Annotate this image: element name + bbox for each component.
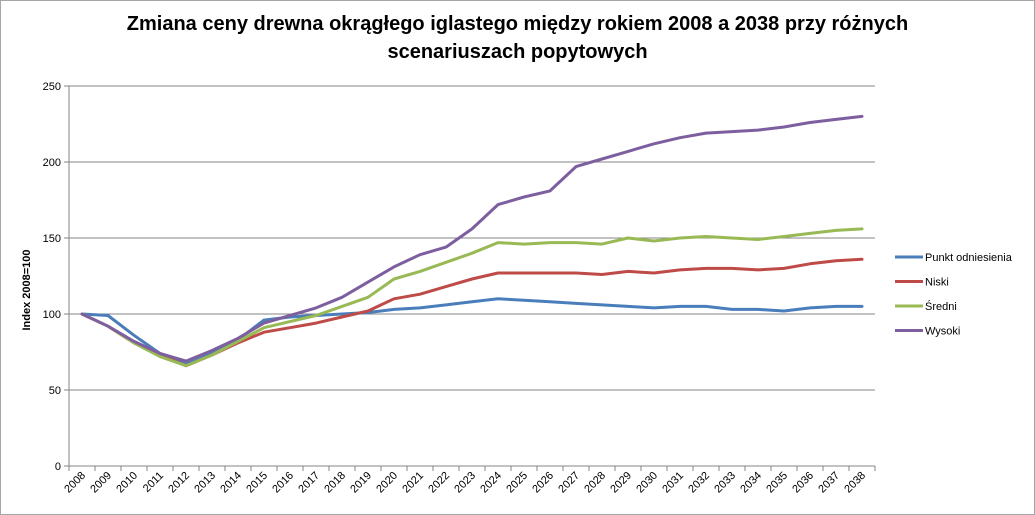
x-tick-label: 2036	[790, 470, 816, 496]
x-tick-label: 2019	[348, 470, 374, 496]
x-tick-label: 2038	[842, 470, 868, 496]
x-tick-label: 2020	[374, 470, 400, 496]
x-tick-label: 2037	[816, 470, 842, 496]
y-tick-label: 250	[43, 81, 61, 93]
x-tick-label: 2013	[192, 470, 218, 496]
x-tick-label: 2024	[478, 470, 504, 496]
legend-label: Średni	[925, 300, 957, 313]
chart-title-line-1: Zmiana ceny drewna okrągłego iglastego m…	[126, 13, 909, 35]
series-line-średni	[80, 227, 864, 368]
x-tick-label: 2016	[270, 470, 296, 496]
x-tick-label: 2015	[244, 470, 270, 496]
legend: Punkt odniesienia Niski Średni Wysoki	[895, 252, 1013, 338]
x-tick-label: 2029	[608, 470, 634, 496]
x-tick-label: 2035	[764, 470, 790, 496]
legend-label: Niski	[925, 277, 949, 289]
x-tick-label: 2014	[218, 470, 244, 496]
x-tick-label: 2025	[504, 470, 530, 496]
series-lines	[80, 114, 864, 368]
x-tick-label: 2027	[556, 470, 582, 496]
y-tick-label: 150	[43, 233, 61, 245]
x-tick-label: 2011	[141, 470, 166, 495]
y-tick-label: 0	[55, 461, 61, 473]
chart-title-line-2: scenariuszach popytowych	[387, 41, 648, 63]
x-tick-label: 2021	[400, 470, 426, 496]
x-tick-label: 2028	[582, 470, 608, 496]
y-tick-label: 200	[43, 157, 61, 169]
x-tick-label: 2026	[530, 470, 556, 496]
x-tick-label: 2022	[426, 470, 452, 496]
x-tick-label: 2009	[88, 470, 114, 496]
x-tick-label: 2008	[62, 470, 88, 496]
x-tick-label: 2030	[634, 470, 660, 496]
x-tick-label: 2017	[296, 470, 322, 496]
legend-label: Wysoki	[925, 326, 960, 338]
x-tick-label: 2032	[686, 470, 712, 496]
y-axis-label: Index 2008=100	[21, 249, 33, 330]
gridlines	[69, 85, 875, 391]
y-tick-label: 100	[43, 309, 61, 321]
series-line-niski	[80, 257, 864, 368]
x-tick-label: 2034	[738, 470, 764, 496]
series-line-wysoki	[80, 114, 864, 363]
x-tick-label: 2023	[452, 470, 478, 496]
x-tick-label: 2012	[166, 470, 192, 496]
x-tick-label: 2018	[322, 470, 348, 496]
y-tick-label: 50	[49, 385, 61, 397]
chart-title: Zmiana ceny drewna okrągłego iglastego m…	[0, 10, 1035, 66]
x-tick-label: 2033	[712, 470, 738, 496]
legend-label: Punkt odniesienia	[925, 252, 1013, 264]
x-tick-label: 2010	[114, 470, 140, 496]
x-tick-label: 2031	[660, 470, 686, 496]
